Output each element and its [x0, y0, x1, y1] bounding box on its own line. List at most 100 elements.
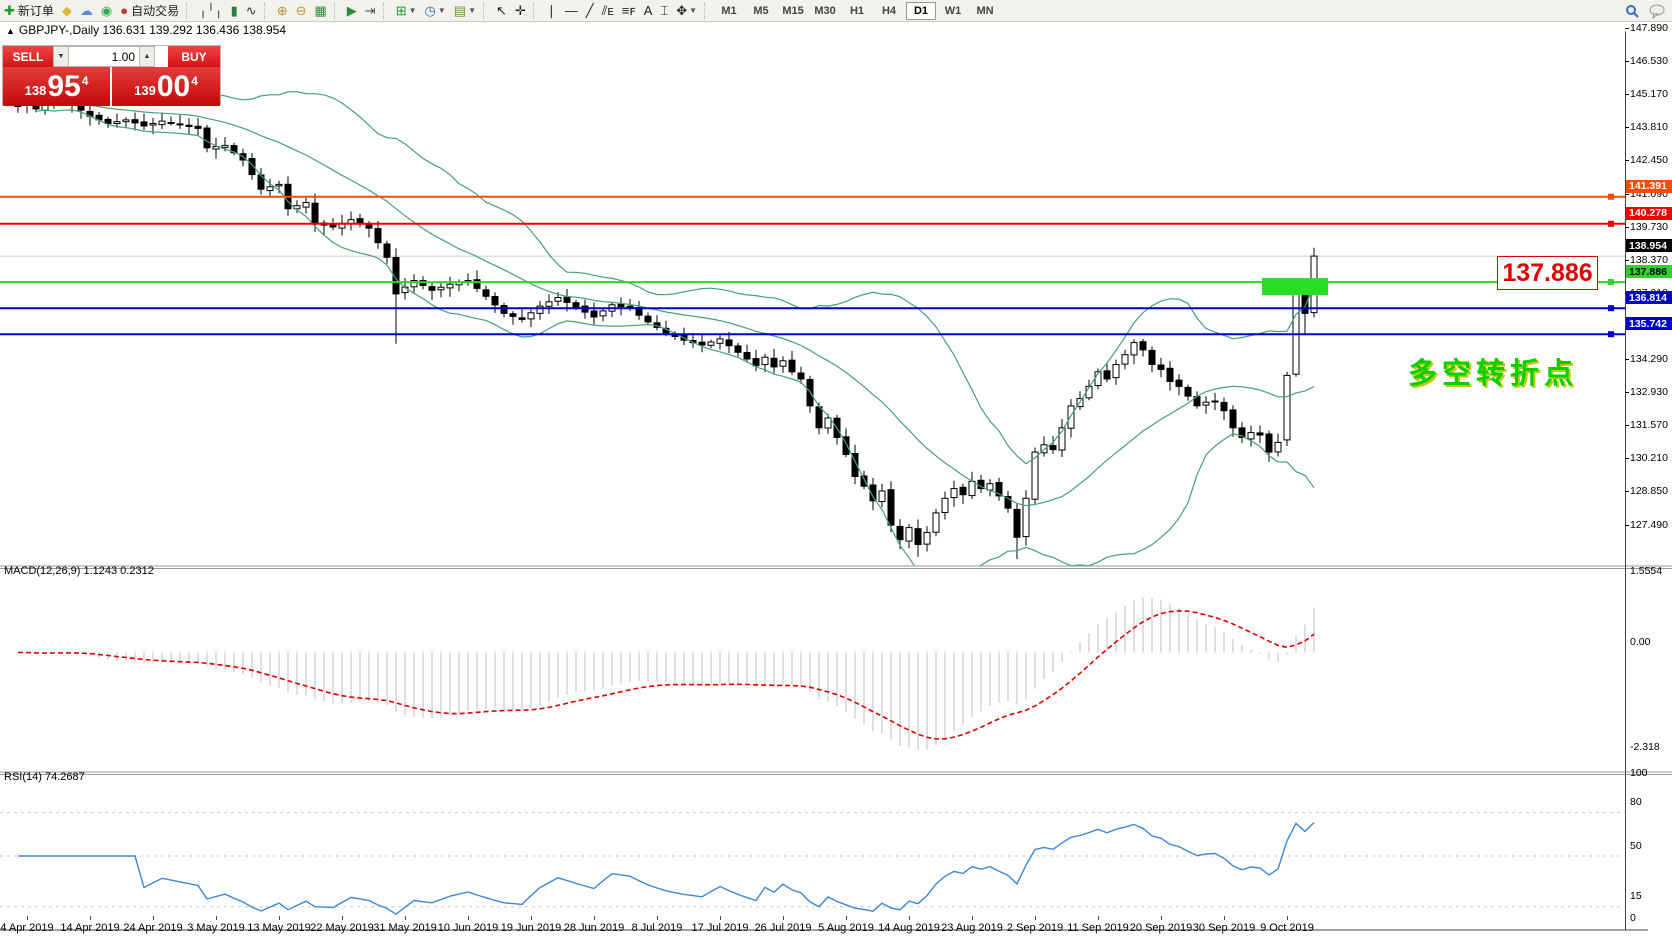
auto-trading-button[interactable]: ● 自动交易: [117, 1, 182, 20]
timeframe-h4-button[interactable]: H4: [881, 4, 897, 17]
sell-button[interactable]: SELL: [3, 46, 53, 67]
charts-cloud-icon: ☁: [79, 3, 93, 18]
collapse-arrow-icon[interactable]: ▲: [6, 26, 15, 36]
price-tick: [1625, 28, 1629, 30]
price-tick: [1625, 458, 1629, 460]
search-icon[interactable]: [1624, 3, 1640, 19]
rsi-line: [18, 822, 1315, 916]
price-tick-label: 147.890: [1630, 22, 1668, 35]
supply-zone: [1262, 278, 1328, 296]
timeframe-m5-button[interactable]: M5: [753, 4, 769, 17]
bar-chart-button[interactable]: ╷╵╷: [196, 1, 225, 20]
date-label: 19 Jun 2019: [500, 922, 562, 934]
timeframe-d1-button[interactable]: D1: [906, 1, 937, 20]
price-tick-label: 138.370: [1630, 253, 1668, 266]
price-tick: [1625, 127, 1629, 129]
new-order-button[interactable]: ✚ 新订单: [1, 1, 57, 20]
timeframe-h1-button[interactable]: H1: [849, 4, 865, 17]
profile-icon: ◆: [61, 3, 72, 18]
zoom-in-icon: ⊕: [276, 3, 288, 18]
price-tick: [1625, 524, 1629, 526]
rsi-scale-label: 15: [1630, 890, 1642, 903]
price-tick: [1625, 359, 1629, 361]
chart-shift-icon: ⇥: [364, 3, 376, 18]
periods-button[interactable]: ◷ ▼: [422, 1, 449, 20]
buy-button[interactable]: BUY: [168, 46, 220, 67]
vertical-line-button[interactable]: ❘: [543, 1, 560, 20]
charts-cloud-button[interactable]: ☁: [77, 1, 96, 20]
tile-windows-button[interactable]: ▦: [312, 1, 330, 20]
date-tick: [216, 916, 217, 920]
date-label: 24 Apr 2019: [123, 922, 183, 934]
date-label: 31 May 2019: [373, 922, 437, 934]
fibonacci-button[interactable]: ≡ꜰ: [619, 1, 639, 20]
sell-price-point: 4: [81, 73, 89, 88]
price-level-label[interactable]: 137.886: [1497, 256, 1598, 290]
date-label: 14 Aug 2019: [878, 922, 940, 934]
text-label-button[interactable]: ⌶: [657, 1, 671, 20]
date-tick: [1161, 916, 1162, 920]
date-label: 4 Apr 2019: [0, 922, 54, 934]
templates-button[interactable]: ▤ ▼: [451, 1, 479, 20]
macd-scale-label: 1.5554: [1630, 565, 1663, 578]
signals-icon: ◉: [100, 3, 113, 18]
zoom-in-button[interactable]: ⊕: [274, 1, 291, 20]
date-tick: [90, 916, 91, 920]
chart-title: ▲ GBPJPY-,Daily 136.631 139.292 136.436 1…: [6, 23, 286, 37]
chevron-down-icon[interactable]: ▼: [408, 6, 417, 15]
chevron-down-icon[interactable]: ▼: [468, 6, 477, 15]
timeframe-m15-button[interactable]: M15: [782, 4, 804, 17]
text-button[interactable]: A: [641, 1, 656, 20]
indicators-button[interactable]: ⊞ ▼: [393, 1, 420, 20]
date-tick: [846, 916, 847, 920]
main-toolbar: ✚ 新订单 ◆ ☁ ◉ ● 自动交易 ╷╵╷ ▮ ∿ ⊕ ⊖ ▦ ▶ ⇥ ⊞ ▼ ◷ ▼ ▤ ▼ ↖ ✛ ❘ ― ╱ ⫽ᴇ ≡ꜰ A ⌶ ✥…: [0, 0, 1672, 22]
volume-decrease-button[interactable]: ▼: [53, 46, 69, 67]
line-chart-button[interactable]: ∿: [243, 1, 260, 20]
buy-price-int: 139: [134, 83, 156, 98]
chart-title-text: GBPJPY-,Daily 136.631 139.292 136.436 13…: [18, 23, 287, 37]
timeframe-m30-button[interactable]: M30: [814, 4, 836, 17]
one-click-trading-panel: SELL ▼ 1.00 ▲ BUY 138 95 4 139 00 4: [2, 45, 221, 106]
price-tick-label: 139.730: [1630, 220, 1668, 233]
horizontal-line-button[interactable]: ―: [562, 1, 581, 20]
timeframe-w1-button[interactable]: W1: [944, 4, 962, 17]
timeframe-m1-button[interactable]: M1: [721, 4, 737, 17]
macd-signal-line: [17, 609, 1315, 740]
profile-button[interactable]: ◆: [59, 1, 75, 20]
price-badge-137.886: 137.886: [1626, 265, 1672, 279]
equidistant-channel-button[interactable]: ⫽ᴇ: [599, 1, 617, 20]
candlestick-chart-icon: ▮: [230, 3, 238, 18]
new-order-icon: ✚: [4, 3, 15, 18]
candlestick-chart-button[interactable]: ▮: [228, 1, 241, 20]
chart-annotation-text[interactable]: 多空转折点: [1408, 358, 1579, 390]
price-tick: [1625, 392, 1629, 394]
price-tick-label: 142.450: [1630, 154, 1668, 167]
chevron-down-icon[interactable]: ▼: [689, 6, 698, 15]
trendline-button[interactable]: ╱: [583, 1, 597, 20]
sell-price-button[interactable]: 138 95 4: [3, 67, 110, 106]
buy-price-button[interactable]: 139 00 4: [112, 67, 220, 106]
price-chart-canvas[interactable]: [0, 21, 1672, 945]
timeframe-mn-button[interactable]: MN: [976, 4, 994, 17]
signals-button[interactable]: ◉: [98, 1, 115, 20]
macd-scale-label: 0.00: [1630, 636, 1651, 648]
zoom-out-button[interactable]: ⊖: [293, 1, 310, 20]
price-tick-label: 128.850: [1630, 485, 1668, 498]
date-tick: [1224, 916, 1225, 920]
volume-increase-button[interactable]: ▲: [139, 46, 155, 67]
date-label: 23 Aug 2019: [941, 922, 1003, 934]
chart-shift-button[interactable]: ⇥: [362, 1, 379, 20]
auto-scroll-button[interactable]: ▶: [344, 1, 360, 20]
arrows-button[interactable]: ✥ ▼: [673, 1, 700, 20]
current-price-badge: 138.954: [1626, 239, 1672, 253]
cursor-button[interactable]: ↖: [493, 1, 510, 20]
rsi-scale-label: 80: [1630, 796, 1642, 808]
toolbar-separator: [483, 2, 489, 19]
rsi-label: RSI(14) 74.2687: [4, 771, 85, 783]
chat-icon[interactable]: [1648, 3, 1666, 19]
price-badge-141.391: 141.391: [1626, 179, 1672, 193]
volume-input[interactable]: 1.00: [69, 46, 139, 67]
periods-icon: ◷: [424, 3, 436, 18]
crosshair-button[interactable]: ✛: [512, 1, 529, 20]
chevron-down-icon[interactable]: ▼: [437, 6, 446, 15]
